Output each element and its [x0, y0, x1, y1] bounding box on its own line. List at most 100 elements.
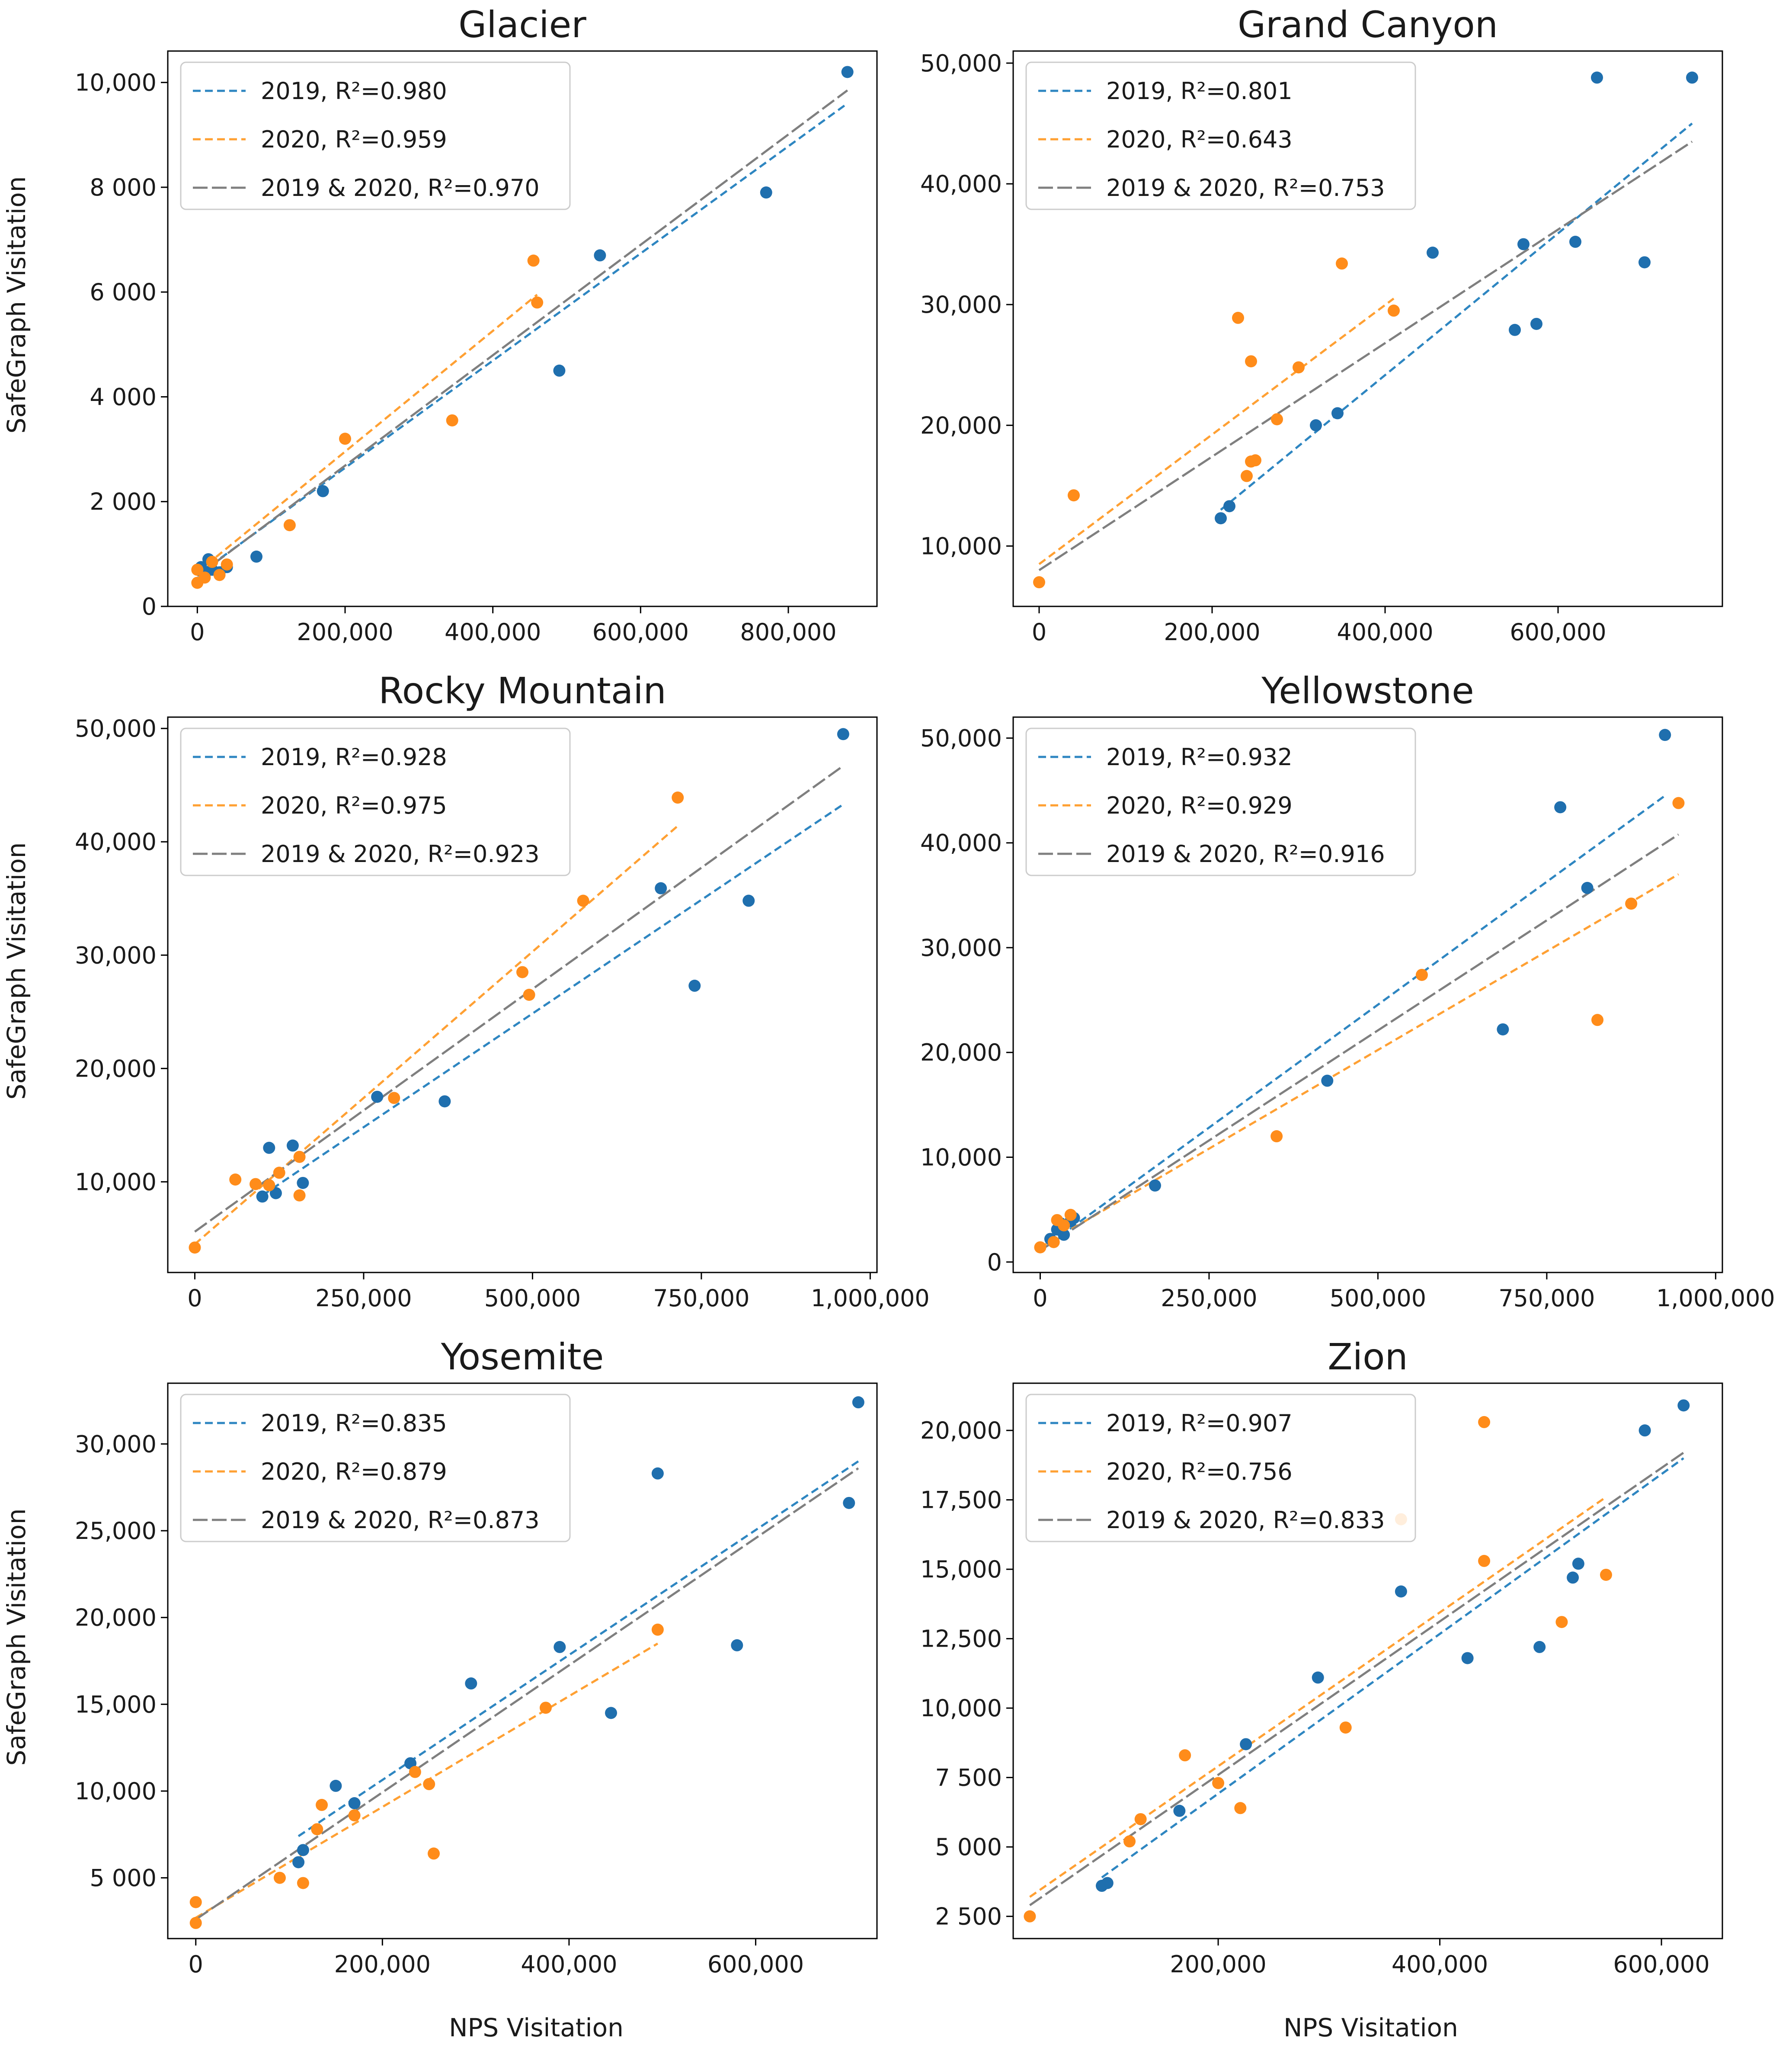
y-tick-label: 12,500	[920, 1625, 1002, 1653]
x-tick-label: 600,000	[707, 1951, 804, 1978]
data-point-2019	[292, 1856, 305, 1869]
data-point-2020	[189, 1896, 202, 1908]
y-tick-label: 30,000	[75, 1430, 157, 1458]
y-tick-label: 40,000	[75, 828, 157, 856]
y-tick-label: 5 000	[90, 1865, 157, 1892]
x-tick-label: 750,000	[653, 1285, 749, 1312]
x-tick-label: 500,000	[484, 1285, 581, 1312]
y-tick-label: 2 000	[90, 488, 157, 516]
legend-entry: 2019 & 2020, R²=0.916	[1106, 840, 1385, 868]
data-point-2020	[189, 1241, 201, 1254]
data-point-2020	[1068, 489, 1080, 502]
fit-line-2020	[1038, 298, 1395, 565]
fit-line-2019	[1050, 795, 1666, 1244]
y-tick-label: 30,000	[920, 934, 1002, 962]
fit-line-2020	[194, 825, 678, 1245]
axes-frame	[1012, 1382, 1723, 1939]
data-point-2019	[297, 1176, 309, 1189]
data-point-2020	[1293, 361, 1305, 374]
y-tick-label: 8 000	[90, 174, 157, 201]
data-point-2020	[189, 1917, 202, 1929]
data-point-2020	[1625, 897, 1638, 910]
panel-1: Grand Canyon 0 200,000 400,000 600,000 10,000…	[920, 3, 1723, 646]
data-point-2019	[688, 980, 701, 992]
legend-entry: 2019 & 2020, R²=0.753	[1106, 174, 1385, 202]
data-point-2019	[852, 1396, 864, 1409]
x-tick-label: 200,000	[1164, 619, 1260, 646]
data-point-2019	[438, 1095, 451, 1108]
data-point-2020	[409, 1766, 421, 1778]
data-point-2019	[1517, 238, 1530, 250]
x-tick-label: 200,000	[297, 619, 393, 646]
data-point-2020	[1123, 1835, 1136, 1848]
data-point-2020	[198, 571, 211, 584]
data-point-2020	[531, 296, 544, 309]
x-tick-label: 750,000	[1498, 1285, 1595, 1312]
legend-box	[1025, 1394, 1416, 1542]
data-point-2020	[651, 1623, 664, 1636]
x-axis-label-left: NPS Visitation	[449, 2013, 624, 2042]
data-point-2020	[1245, 355, 1257, 368]
x-tick-label: 0	[1032, 619, 1046, 646]
data-point-2020	[229, 1173, 242, 1186]
data-point-2019	[1567, 1571, 1579, 1584]
legend-entry: 2019, R²=0.980	[261, 77, 447, 105]
data-point-2020	[1478, 1416, 1491, 1428]
x-tick-label: 400,000	[1392, 1951, 1488, 1978]
y-tick-label: 7 500	[935, 1764, 1002, 1792]
x-tick-label: 600,000	[592, 619, 689, 646]
data-point-2020	[423, 1778, 435, 1790]
data-point-2020	[1034, 1241, 1046, 1253]
data-point-2019	[1310, 419, 1322, 432]
fit-line-2019-2020	[196, 89, 848, 577]
data-point-2020	[1134, 1813, 1147, 1825]
x-tick-label: 200,000	[1170, 1951, 1266, 1978]
data-point-2020	[1339, 1721, 1352, 1734]
legend-box	[180, 61, 571, 210]
data-point-2020	[297, 1877, 309, 1889]
x-tick-label: 0	[189, 1951, 203, 1978]
data-point-2020	[221, 558, 233, 571]
axes-frame	[167, 50, 878, 607]
legend-entry: 2020, R²=0.959	[261, 126, 447, 153]
legend-box	[1025, 728, 1416, 876]
panel-title: Yellowstone	[1261, 670, 1474, 712]
legend-entry: 2019 & 2020, R²=0.923	[261, 840, 540, 868]
y-tick-label: 5 000	[935, 1833, 1002, 1861]
data-point-2019	[742, 894, 755, 907]
data-point-2019	[731, 1639, 743, 1651]
y-tick-label: 10,000	[75, 1778, 157, 1805]
panel-title: Zion	[1328, 1336, 1408, 1378]
x-tick-label: 0	[1033, 1285, 1047, 1312]
y-tick-label: 40,000	[920, 170, 1002, 198]
data-point-2019	[655, 882, 667, 894]
legend-entry: 2020, R²=0.756	[1106, 1458, 1293, 1485]
x-tick-label: 400,000	[445, 619, 541, 646]
data-point-2020	[428, 1847, 440, 1860]
y-tick-label: 20,000	[75, 1604, 157, 1631]
data-point-2019	[605, 1707, 617, 1719]
data-point-2019	[1461, 1652, 1474, 1664]
data-point-2019	[1058, 1228, 1070, 1241]
y-tick-label: 30,000	[920, 291, 1002, 318]
data-point-2019	[1223, 500, 1235, 513]
data-point-2020	[339, 433, 351, 445]
y-tick-label: 10,000	[75, 1168, 157, 1195]
y-tick-label: 50,000	[920, 724, 1002, 752]
x-tick-label: 600,000	[1510, 619, 1606, 646]
data-point-2020	[273, 1167, 285, 1179]
y-tick-label: 20,000	[920, 1039, 1002, 1066]
data-point-2020	[250, 1178, 262, 1190]
data-point-2020	[388, 1092, 400, 1104]
data-point-2019	[348, 1797, 361, 1810]
y-tick-label: 6 000	[90, 279, 157, 306]
legend-entry: 2020, R²=0.643	[1106, 126, 1293, 153]
data-point-2019	[651, 1467, 664, 1480]
data-point-2020	[1600, 1568, 1612, 1581]
y-tick-label: 10,000	[920, 532, 1002, 560]
data-point-2020	[1271, 413, 1283, 426]
legend-entry: 2020, R²=0.879	[261, 1458, 447, 1485]
data-point-2019	[1581, 881, 1594, 894]
data-point-2019	[553, 364, 566, 377]
y-tick-label: 15,000	[920, 1556, 1002, 1583]
